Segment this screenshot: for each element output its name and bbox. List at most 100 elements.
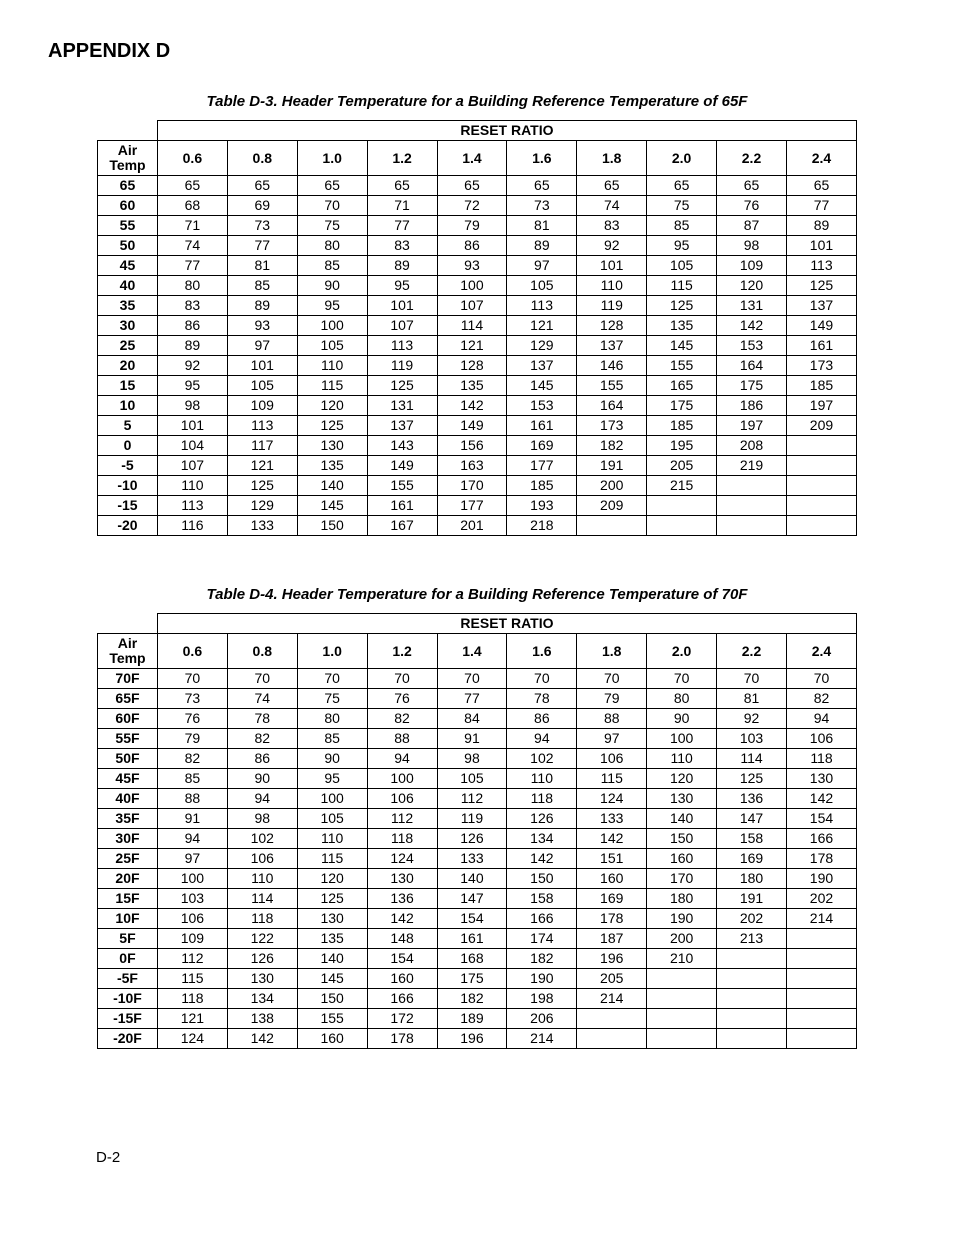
data-cell (717, 1029, 787, 1049)
data-cell: 105 (227, 376, 297, 396)
data-cell: 119 (367, 356, 437, 376)
data-cell: 98 (227, 809, 297, 829)
data-cell: 70 (786, 669, 856, 689)
data-cell: 65 (297, 176, 367, 196)
data-cell: 90 (297, 749, 367, 769)
data-cell: 177 (437, 496, 507, 516)
data-cell: 75 (297, 216, 367, 236)
data-cell (717, 969, 787, 989)
data-cell: 210 (647, 949, 717, 969)
row-label: 5F (98, 929, 158, 949)
data-cell: 80 (157, 276, 227, 296)
data-cell: 129 (507, 336, 577, 356)
row-label: 60 (98, 196, 158, 216)
data-cell: 142 (227, 1029, 297, 1049)
data-cell: 65 (786, 176, 856, 196)
data-cell: 113 (367, 336, 437, 356)
data-cell: 166 (786, 829, 856, 849)
data-cell (647, 516, 717, 536)
data-cell: 209 (786, 416, 856, 436)
data-cell: 150 (297, 989, 367, 1009)
data-cell: 153 (717, 336, 787, 356)
data-cell: 110 (577, 276, 647, 296)
data-cell: 145 (297, 969, 367, 989)
data-cell: 115 (297, 849, 367, 869)
data-cell: 114 (227, 889, 297, 909)
data-cell: 119 (577, 296, 647, 316)
data-cell: 76 (717, 196, 787, 216)
data-cell: 124 (367, 849, 437, 869)
data-cell: 180 (717, 869, 787, 889)
ratio-column-header: 1.8 (577, 634, 647, 669)
data-cell: 70 (157, 669, 227, 689)
data-cell: 138 (227, 1009, 297, 1029)
data-cell (786, 989, 856, 1009)
data-cell (647, 496, 717, 516)
data-cell: 114 (717, 749, 787, 769)
data-cell: 84 (437, 709, 507, 729)
data-cell: 158 (507, 889, 577, 909)
data-cell: 65 (157, 176, 227, 196)
data-cell (786, 929, 856, 949)
data-cell: 100 (157, 869, 227, 889)
data-cell: 167 (367, 516, 437, 536)
data-cell: 160 (367, 969, 437, 989)
data-cell: 98 (157, 396, 227, 416)
data-cell: 213 (717, 929, 787, 949)
data-cell: 94 (507, 729, 577, 749)
data-cell: 218 (507, 516, 577, 536)
data-cell: 93 (437, 256, 507, 276)
data-cell: 82 (227, 729, 297, 749)
ratio-column-header: 2.0 (647, 634, 717, 669)
data-cell: 134 (507, 829, 577, 849)
data-cell: 94 (157, 829, 227, 849)
ratio-column-header: 2.4 (786, 634, 856, 669)
data-cell (717, 516, 787, 536)
data-cell: 214 (577, 989, 647, 1009)
data-cell: 121 (437, 336, 507, 356)
data-cell: 76 (157, 709, 227, 729)
data-cell: 150 (297, 516, 367, 536)
air-temp-header: AirTemp (98, 634, 158, 669)
ratio-column-header: 0.8 (227, 634, 297, 669)
data-cell: 215 (647, 476, 717, 496)
ratio-column-header: 1.0 (297, 634, 367, 669)
data-cell: 149 (786, 316, 856, 336)
ratio-column-header: 1.2 (367, 634, 437, 669)
data-cell: 137 (507, 356, 577, 376)
data-cell: 118 (367, 829, 437, 849)
data-cell: 137 (367, 416, 437, 436)
data-cell: 112 (157, 949, 227, 969)
data-cell: 158 (717, 829, 787, 849)
data-cell: 86 (437, 236, 507, 256)
data-cell: 95 (297, 296, 367, 316)
data-cell: 80 (647, 689, 717, 709)
data-cell: 131 (367, 396, 437, 416)
data-cell: 92 (577, 236, 647, 256)
data-cell (647, 989, 717, 1009)
data-cell: 182 (507, 949, 577, 969)
data-cell: 149 (437, 416, 507, 436)
data-cell: 77 (367, 216, 437, 236)
data-table: RESET RATIOAirTemp0.60.81.01.21.41.61.82… (97, 120, 857, 536)
data-cell (786, 516, 856, 536)
data-cell (717, 476, 787, 496)
data-cell: 95 (297, 769, 367, 789)
data-cell: 115 (157, 969, 227, 989)
ratio-column-header: 1.4 (437, 141, 507, 176)
row-label: 40F (98, 789, 158, 809)
data-cell: 102 (227, 829, 297, 849)
data-cell: 196 (437, 1029, 507, 1049)
data-cell: 189 (437, 1009, 507, 1029)
data-cell (647, 1029, 717, 1049)
data-cell: 190 (786, 869, 856, 889)
ratio-column-header: 1.4 (437, 634, 507, 669)
ratio-column-header: 2.0 (647, 141, 717, 176)
data-cell: 169 (717, 849, 787, 869)
data-cell: 79 (157, 729, 227, 749)
data-cell: 175 (647, 396, 717, 416)
data-cell: 110 (157, 476, 227, 496)
data-cell: 147 (717, 809, 787, 829)
ratio-column-header: 1.8 (577, 141, 647, 176)
row-label: -20 (98, 516, 158, 536)
